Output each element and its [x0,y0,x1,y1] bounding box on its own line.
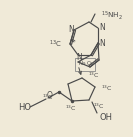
Text: $^{13}$C: $^{13}$C [49,38,62,50]
Text: $^{13}$C: $^{13}$C [42,92,54,102]
Text: N: N [99,39,105,48]
Text: C$_8$: C$_8$ [86,60,94,68]
Text: $^{13}$C: $^{13}$C [93,101,105,111]
Text: O: O [47,92,53,101]
Text: OH: OH [99,112,112,122]
Bar [74,58,95,71]
Text: N$_9$: N$_9$ [78,60,87,68]
Text: $^{13}$C: $^{13}$C [101,83,113,93]
Text: N: N [99,22,105,32]
Text: N: N [76,52,82,62]
Text: N: N [68,25,74,34]
Text: HO: HO [18,103,31,112]
Text: $^{13}$C: $^{13}$C [88,70,100,80]
Text: $^{15}$NH$_2$: $^{15}$NH$_2$ [101,10,123,22]
Text: $^{13}$C: $^{13}$C [65,103,77,113]
